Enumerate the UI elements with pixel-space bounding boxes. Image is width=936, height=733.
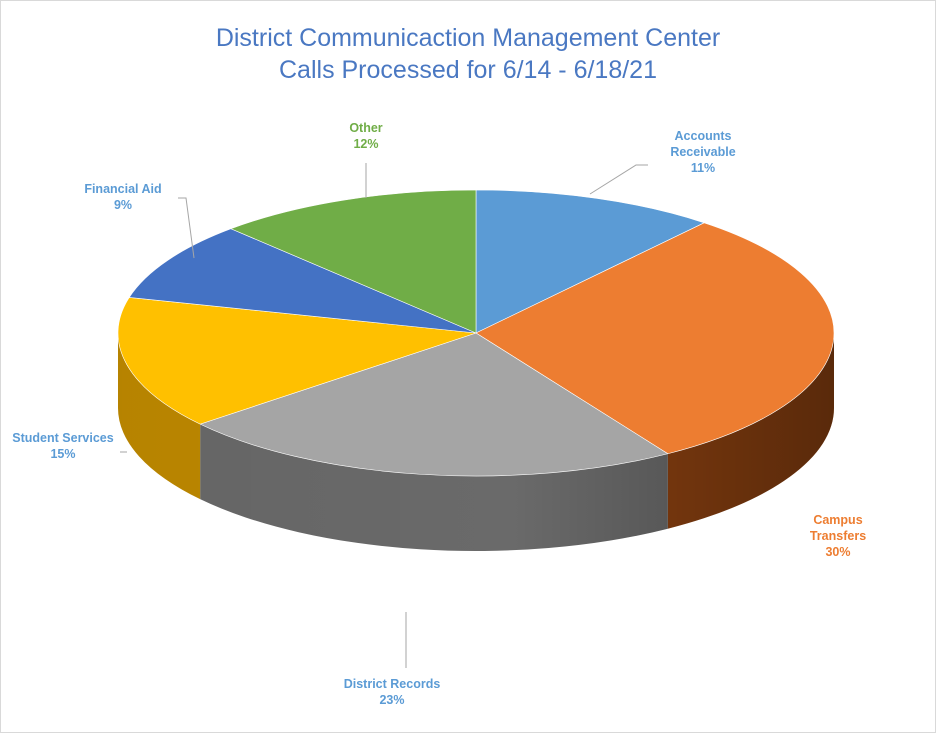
data-label-4-line-0: Financial Aid — [84, 182, 161, 196]
chart-title: District Communicaction Management Cente… — [215, 24, 721, 52]
data-label-pct-5: 12% — [353, 137, 378, 151]
data-label-1-line-1: Transfers — [810, 529, 866, 543]
pie-slice-3 — [117, 297, 477, 425]
pie-tops — [117, 189, 835, 477]
data-label-0-line-0: Accounts — [675, 129, 732, 143]
data-label-pct-3: 15% — [50, 447, 75, 461]
data-label-pct-1: 30% — [825, 545, 850, 559]
pie-slice-4 — [128, 228, 477, 334]
data-labels: Accounts Receivable 11% Campus Transfers 30% D… — [12, 121, 866, 707]
leader-lines — [120, 163, 648, 668]
pie-slice-0 — [475, 189, 705, 334]
pie-slice-5 — [230, 189, 477, 334]
data-label-pct-4: 9% — [114, 198, 132, 212]
data-label-pct-0: 11% — [691, 161, 715, 175]
pie-sides — [117, 333, 834, 551]
data-label-0-line-1: Receivable — [670, 145, 735, 159]
data-label-3-line-0: Student Services — [12, 431, 113, 445]
pie-slice-2 — [199, 332, 669, 477]
leader-line-0 — [589, 164, 648, 195]
pie-side-shade — [118, 333, 834, 551]
chart-subtitle: Calls Processed for 6/14 - 6/18/21 — [279, 56, 657, 84]
data-label-pct-2: 23% — [379, 693, 404, 707]
chart-title-block: District Communicaction Management Cente… — [0, 22, 936, 86]
pie-slice-1 — [475, 222, 835, 455]
leader-line-4 — [178, 197, 195, 259]
data-label-2-line-0: District Records — [344, 677, 441, 691]
data-label-5-line-0: Other — [349, 121, 382, 135]
data-label-1-line-0: Campus — [813, 513, 862, 527]
